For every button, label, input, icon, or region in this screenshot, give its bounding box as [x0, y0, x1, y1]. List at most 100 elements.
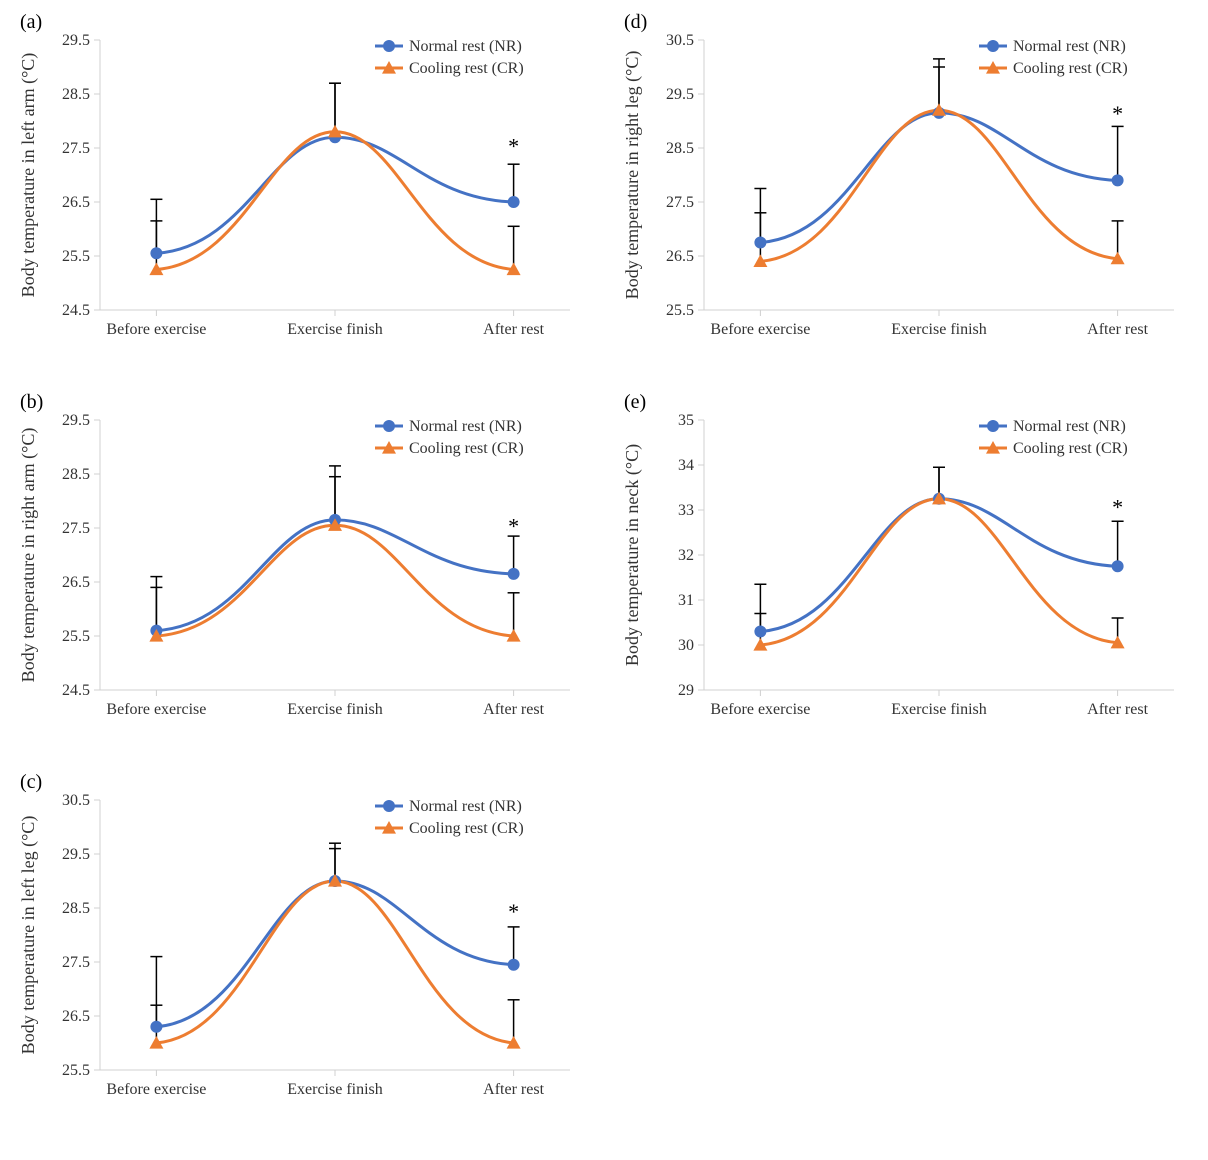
chart-svg: (e)29303132333435Before exerciseExercise…: [604, 380, 1208, 760]
series-line-cr: [760, 110, 1117, 261]
panel-e: (e)29303132333435Before exerciseExercise…: [604, 380, 1208, 760]
x-tick-label: Before exercise: [710, 321, 810, 338]
legend-label-cr: Cooling rest (CR): [409, 60, 524, 77]
series-line-nr: [760, 499, 1117, 632]
marker-nr: [754, 237, 766, 249]
y-tick-label: 25.5: [62, 628, 90, 645]
x-tick-label: After rest: [483, 321, 544, 338]
x-tick-label: After rest: [1087, 701, 1148, 718]
x-tick-label: Before exercise: [710, 701, 810, 718]
legend-marker-nr: [987, 420, 999, 432]
x-tick-label: Before exercise: [106, 701, 206, 718]
y-tick-label: 30.5: [62, 792, 90, 809]
marker-nr: [508, 196, 520, 208]
panel-b: (b) 24.5 25.5 26.5 27.5 28.5 29.5 Before exerci…: [0, 380, 604, 760]
chart-svg: (b) 24.5 25.5 26.5 27.5 28.5 29.5 Before exerci…: [0, 380, 604, 760]
significance-marker: *: [1112, 495, 1123, 520]
chart-grid: (a) 24.5 25.5 26.5 27.5 28.5 29.5 Before exerci…: [0, 0, 1208, 1160]
y-tick-label: 24.5: [62, 682, 90, 699]
x-tick-label: Exercise finish: [287, 1081, 383, 1098]
y-tick-label: 27.5: [62, 954, 90, 971]
panel-label: (e): [624, 391, 646, 413]
y-tick-label: 28.5: [62, 900, 90, 917]
y-tick-label: 35: [678, 412, 694, 429]
y-tick-label: 29: [678, 682, 694, 699]
x-tick-label: Before exercise: [106, 321, 206, 338]
legend-label-nr: Normal rest (NR): [409, 38, 522, 55]
legend: Normal rest (NR) Cooling rest (CR): [375, 418, 524, 457]
legend: Normal rest (NR)Cooling rest (CR): [979, 38, 1128, 77]
legend-marker-nr: [383, 800, 395, 812]
legend-marker-nr: [383, 420, 395, 432]
panel-a: (a) 24.5 25.5 26.5 27.5 28.5 29.5 Before exerci…: [0, 0, 604, 380]
significance-marker: *: [1112, 101, 1123, 126]
x-tick-label: Before exercise: [106, 1081, 206, 1098]
series-line-cr: [156, 132, 513, 270]
y-tick-label: 26.5: [62, 574, 90, 591]
chart-svg: (a) 24.5 25.5 26.5 27.5 28.5 29.5 Before exerci…: [0, 0, 604, 380]
significance-marker: *: [508, 133, 519, 158]
panel-label: (d): [624, 11, 647, 33]
y-tick-label: 29.5: [62, 32, 90, 49]
series-line-cr: [156, 525, 513, 636]
legend-label-nr: Normal rest (NR): [1013, 38, 1126, 55]
x-tick-label: Exercise finish: [891, 701, 987, 718]
marker-nr: [508, 959, 520, 971]
significance-marker: *: [508, 513, 519, 538]
y-tick-label: 26.5: [62, 1008, 90, 1025]
y-tick-label: 26.5: [62, 194, 90, 211]
x-tick-label: Exercise finish: [287, 321, 383, 338]
panel-blank: [604, 760, 1208, 1140]
legend-label-nr: Normal rest (NR): [409, 798, 522, 815]
panel-label: (b): [20, 391, 43, 413]
x-tick-label: After rest: [483, 701, 544, 718]
panel-label: (c): [20, 771, 42, 793]
y-tick-label: 31: [678, 592, 694, 609]
significance-marker: *: [508, 899, 519, 924]
panel-c: (c)25.526.527.528.529.530.5Before exerci…: [0, 760, 604, 1140]
panel-d: (d)25.526.527.528.529.530.5Before exerci…: [604, 0, 1208, 380]
legend: Normal rest (NR) Cooling rest (CR): [979, 418, 1128, 457]
y-tick-label: 28.5: [62, 86, 90, 103]
marker-nr: [754, 626, 766, 638]
y-axis-label: Body temperature in neck (°C): [622, 444, 643, 666]
legend: Normal rest (NR) Cooling rest (CR): [375, 38, 524, 77]
legend-label-cr: Cooling rest (CR): [409, 820, 524, 837]
y-tick-label: 27.5: [666, 194, 694, 211]
y-tick-label: 25.5: [666, 302, 694, 319]
legend-label-nr: Normal rest (NR): [409, 418, 522, 435]
x-tick-label: Exercise finish: [891, 321, 987, 338]
y-tick-label: 28.5: [666, 140, 694, 157]
y-tick-label: 24.5: [62, 302, 90, 319]
y-tick-label: 34: [678, 457, 694, 474]
y-tick-label: 33: [678, 502, 694, 519]
y-tick-label: 29.5: [666, 86, 694, 103]
y-tick-label: 27.5: [62, 140, 90, 157]
legend-marker-nr: [987, 40, 999, 52]
marker-nr: [150, 247, 162, 259]
marker-nr: [508, 568, 520, 580]
series-line-nr: [156, 137, 513, 253]
x-tick-label: After rest: [1087, 321, 1148, 338]
x-tick-label: Exercise finish: [287, 701, 383, 718]
marker-nr: [1112, 174, 1124, 186]
legend-label-cr: Cooling rest (CR): [409, 440, 524, 457]
y-tick-label: 32: [678, 547, 694, 564]
legend-marker-nr: [383, 40, 395, 52]
chart-svg: (d)25.526.527.528.529.530.5Before exerci…: [604, 0, 1208, 380]
legend: Normal rest (NR) Cooling rest (CR): [375, 798, 524, 837]
series-line-nr: [760, 113, 1117, 243]
series-line-nr: [156, 881, 513, 1027]
y-tick-label: 28.5: [62, 466, 90, 483]
y-tick-label: 26.5: [666, 248, 694, 265]
y-tick-label: 29.5: [62, 412, 90, 429]
legend-label-nr: Normal rest (NR): [1013, 418, 1126, 435]
y-tick-label: 25.5: [62, 248, 90, 265]
y-tick-label: 27.5: [62, 520, 90, 537]
panel-label: (a): [20, 11, 42, 33]
marker-nr: [150, 1021, 162, 1033]
y-tick-label: 25.5: [62, 1062, 90, 1079]
legend-label-cr: Cooling rest (CR): [1013, 440, 1128, 457]
x-tick-label: After rest: [483, 1081, 544, 1098]
series-line-nr: [156, 520, 513, 631]
